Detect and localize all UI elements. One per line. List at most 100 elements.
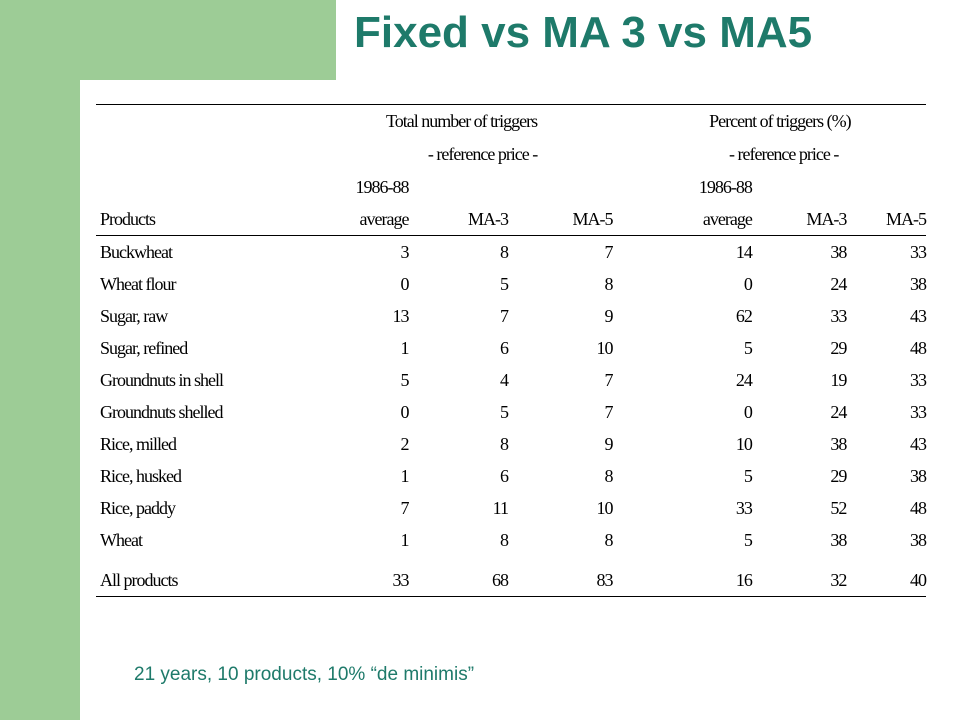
row-value-cell: 33 (735, 497, 753, 518)
column-header-top-row: 1986-88 1986-88 (96, 171, 926, 203)
row-value-cell: 29 (830, 337, 847, 358)
row-value-cell: 19 (830, 369, 847, 390)
row-product: Rice, husked (100, 465, 182, 486)
col-top-counts: 1986-88 (355, 176, 410, 197)
header-rule (96, 235, 926, 236)
row-value-cell: 7 (604, 401, 614, 422)
col-header-products: Products (100, 208, 156, 229)
group-header-percent: Percent of triggers (%) (709, 111, 851, 131)
table-top-rule (96, 104, 926, 105)
row-value-cell: 43 (910, 433, 927, 454)
row-value-cell: 7 (604, 369, 614, 390)
table-row: Groundnuts in shell 5 4 7 24 19 33 (96, 364, 927, 396)
row-value-cell: 10 (735, 433, 753, 454)
row-product: Sugar, refined (100, 337, 188, 358)
row-value-cell: 9 (604, 305, 614, 326)
row-product: Rice, paddy (100, 497, 176, 518)
group-header-counts: Total number of triggers (385, 111, 538, 131)
row-value-cell: 24 (830, 401, 847, 422)
row-value-cell: 24 (830, 273, 847, 294)
row-value-cell: 4 (500, 369, 509, 390)
row-value-cell: 5 (500, 401, 509, 422)
group-header-row-1: Total number of triggers Percent of trig… (96, 105, 926, 138)
table-row: Sugar, raw 13 7 9 62 33 43 (96, 300, 927, 332)
slide-title: Fixed vs MA 3 vs MA5 (354, 8, 813, 57)
total-cell: 68 (492, 569, 509, 590)
row-value-cell: 29 (830, 465, 847, 486)
row-value-cell: 8 (500, 241, 509, 262)
row-value-cell: 5 (743, 465, 753, 486)
row-value-cell: 2 (400, 433, 410, 454)
row-value-cell: 9 (604, 433, 614, 454)
row-value-cell: 5 (743, 529, 753, 550)
table-row: Buckwheat 3 8 7 14 38 33 (96, 236, 927, 268)
group-subheader-percent: - reference price - (728, 144, 839, 164)
footnote: 21 years, 10 products, 10% “de minimis” (134, 664, 475, 685)
row-value-cell: 38 (910, 465, 927, 486)
col-header-average-counts: average (359, 208, 410, 229)
row-value-cell: 62 (735, 305, 753, 326)
row-value-cell: 0 (400, 273, 410, 294)
row-value-cell: 33 (910, 369, 927, 390)
row-value-cell: 0 (400, 401, 410, 422)
row-value-cell: 38 (830, 433, 847, 454)
total-cell: 33 (392, 569, 410, 590)
row-value-cell: 8 (604, 273, 614, 294)
table-row: Rice, paddy 7 11 10 33 52 48 (96, 492, 927, 524)
table-row: Wheat 1 8 8 5 38 38 (96, 524, 927, 556)
row-product: Rice, milled (100, 433, 177, 454)
row-value-cell: 48 (910, 497, 927, 518)
row-value-cell: 38 (830, 241, 847, 262)
row-value-cell: 7 (500, 305, 509, 326)
row-product: Groundnuts in shell (100, 369, 224, 390)
left-green-band (0, 0, 80, 720)
group-header-row-2: - reference price - - reference price - (96, 138, 926, 171)
col-top-percent: 1986-88 (698, 176, 753, 197)
col-header-ma5-percent: MA-5 (886, 208, 927, 229)
row-product: Groundnuts shelled (100, 401, 223, 422)
row-value-cell: 48 (910, 337, 927, 358)
row-value-cell: 10 (596, 497, 614, 518)
row-value-cell: 11 (492, 497, 509, 518)
total-cell: 40 (910, 569, 927, 590)
row-value-cell: 1 (400, 465, 410, 486)
top-green-band (0, 0, 336, 80)
row-value-cell: 1 (400, 529, 410, 550)
row-value-cell: 8 (500, 529, 509, 550)
row-value-cell: 6 (500, 337, 509, 358)
table-body: Buckwheat 3 8 7 14 38 33 Wheat flour 0 5 8 0 24 38 Sug… (96, 236, 927, 556)
row-value-cell: 33 (910, 401, 927, 422)
total-cell: 83 (596, 569, 614, 590)
row-value-cell: 14 (735, 241, 753, 262)
col-header-ma5-counts: MA-5 (572, 208, 614, 229)
row-product: Wheat flour (100, 273, 176, 294)
row-value-cell: 10 (596, 337, 614, 358)
row-value-cell: 8 (604, 465, 614, 486)
row-value-cell: 6 (500, 465, 509, 486)
row-value-cell: 38 (830, 529, 847, 550)
row-value-cell: 7 (604, 241, 614, 262)
table-bottom-rule (96, 596, 926, 597)
total-cell: 16 (735, 569, 753, 590)
col-header-average-percent: average (702, 208, 753, 229)
row-product: Wheat (100, 529, 143, 550)
group-subheader-counts: - reference price - (427, 144, 538, 164)
total-product: All products (100, 569, 178, 590)
row-value-cell: 5 (400, 369, 410, 390)
row-value-cell: 5 (743, 337, 753, 358)
table-row: Rice, husked 1 6 8 5 29 38 (96, 460, 927, 492)
row-value-cell: 1 (400, 337, 410, 358)
row-value-cell: 24 (735, 369, 753, 390)
row-value-cell: 7 (400, 497, 410, 518)
row-value-cell: 52 (830, 497, 847, 518)
col-header-ma3-counts: MA-3 (468, 208, 509, 229)
row-value-cell: 0 (743, 401, 753, 422)
row-value-cell: 33 (830, 305, 847, 326)
table-row: Wheat flour 0 5 8 0 24 38 (96, 268, 927, 300)
row-value-cell: 5 (500, 273, 509, 294)
row-value-cell: 33 (910, 241, 927, 262)
row-value-cell: 3 (400, 241, 410, 262)
row-value-cell: 38 (910, 273, 927, 294)
row-value-cell: 13 (392, 305, 410, 326)
column-header-row: Products average MA-3 MA-5 average MA-3 … (96, 203, 927, 235)
